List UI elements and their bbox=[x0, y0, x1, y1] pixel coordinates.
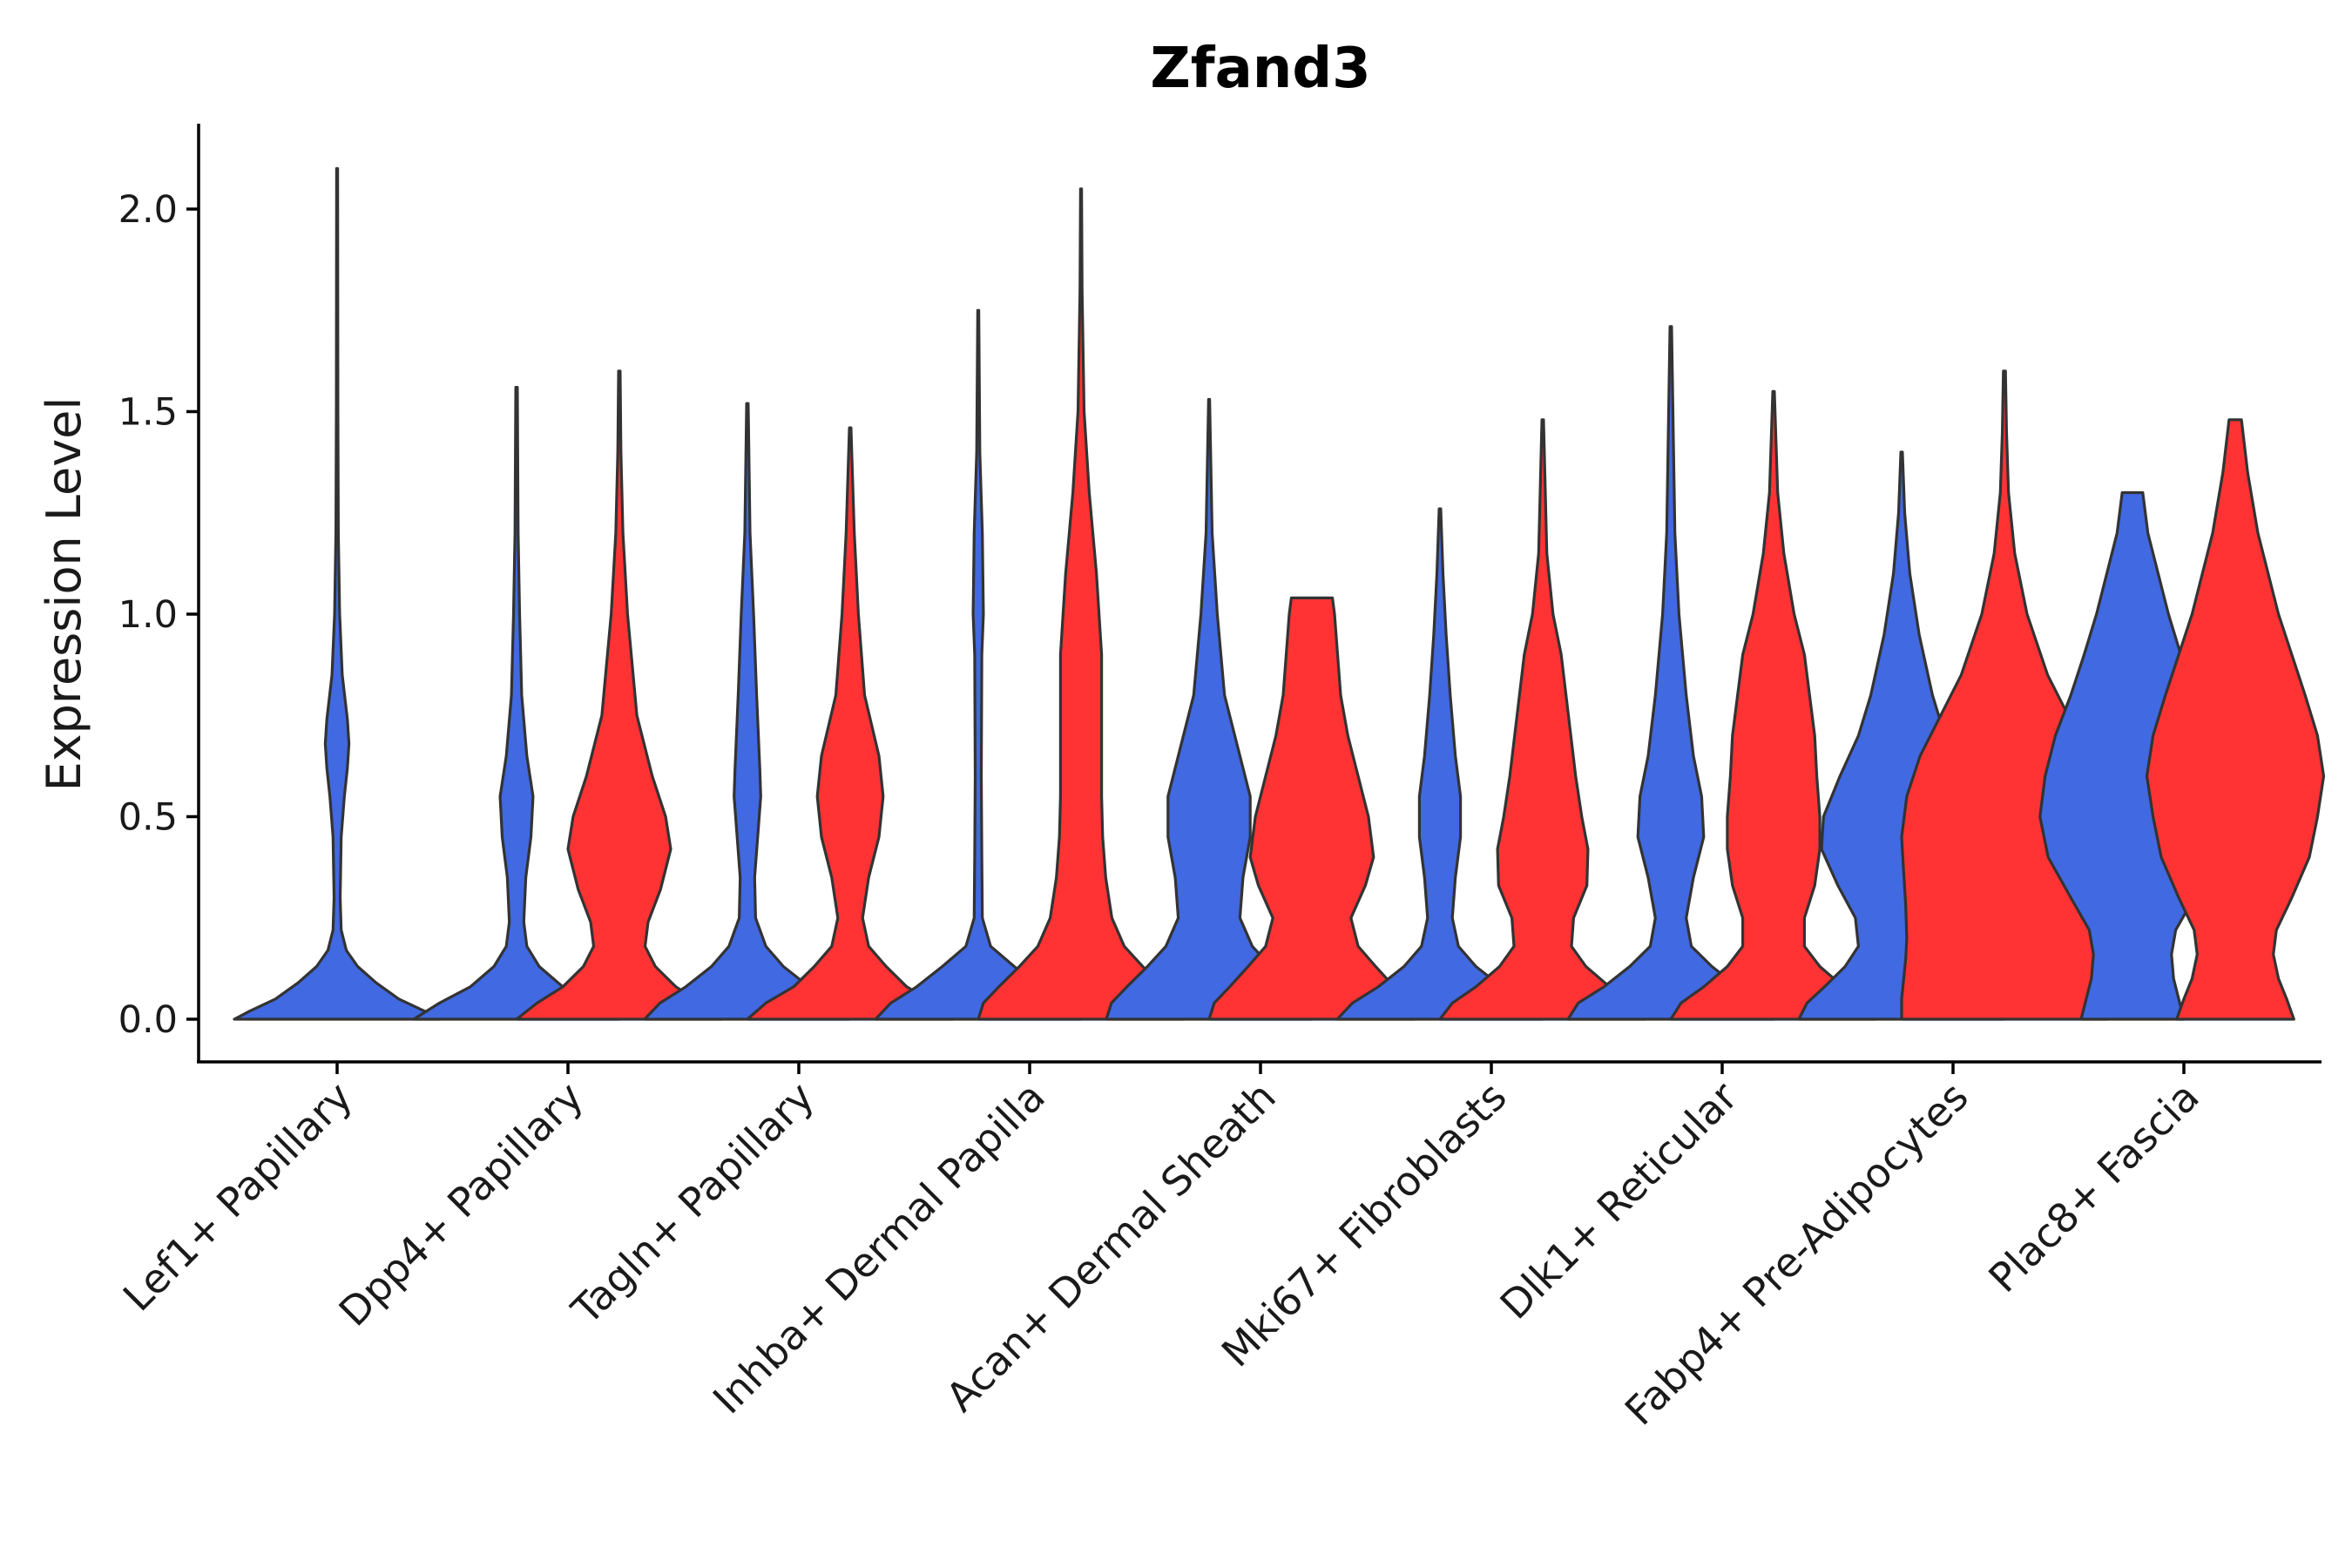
violin-4-1 bbox=[874, 308, 1083, 1021]
y-axis-label: Expression Level bbox=[37, 397, 91, 792]
y-tick-label: 2.0 bbox=[118, 188, 178, 232]
chart-title: Zfand3 bbox=[1150, 37, 1370, 101]
x-tick-label: Tagln+ Papillary bbox=[562, 1073, 823, 1335]
x-tick-label: Lef1+ Papillary bbox=[114, 1073, 362, 1321]
violin-1-1 bbox=[233, 166, 442, 1021]
y-tick-label: 0.5 bbox=[118, 796, 178, 840]
violin-3-2 bbox=[746, 426, 955, 1021]
violin-4-2 bbox=[977, 187, 1186, 1021]
violin-7-1 bbox=[1566, 325, 1775, 1021]
violin-2-1 bbox=[412, 386, 621, 1021]
violin-9-2 bbox=[2145, 418, 2326, 1021]
violin-2-2 bbox=[515, 369, 724, 1021]
x-tick-label: Dpp4+ Papillary bbox=[330, 1073, 592, 1335]
violins-layer bbox=[233, 166, 2326, 1021]
y-axis-ticks: 0.0 0.5 1.0 1.5 2.0 bbox=[118, 188, 199, 1042]
violin-5-2 bbox=[1207, 596, 1416, 1021]
x-tick-label: Dlk1+ Reticular bbox=[1491, 1073, 1747, 1328]
y-tick-label: 1.5 bbox=[118, 391, 178, 435]
violin-3-1 bbox=[643, 402, 852, 1021]
violin-7-2 bbox=[1669, 389, 1878, 1021]
violin-6-1 bbox=[1335, 507, 1544, 1021]
violin-6-2 bbox=[1438, 418, 1647, 1021]
x-tick-label: Plac8+ Fascia bbox=[1979, 1073, 2207, 1301]
y-tick-label: 1.0 bbox=[118, 593, 178, 637]
y-tick-label: 0.0 bbox=[118, 998, 178, 1042]
